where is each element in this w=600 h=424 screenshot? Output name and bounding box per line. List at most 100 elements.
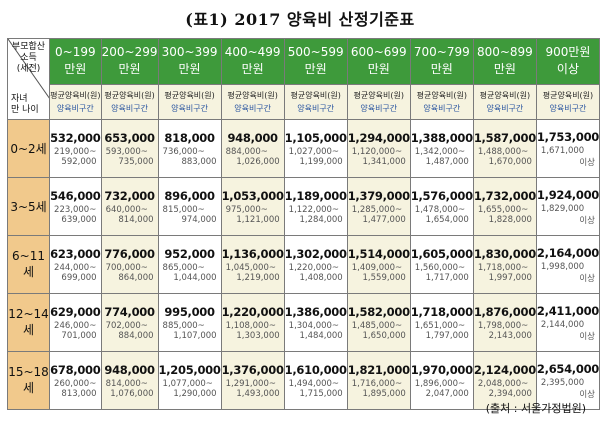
avg-label: 평균양육비(원) <box>542 90 594 100</box>
support-amount-cell: 1,514,000 1,409,000~ 1,559,000 <box>346 235 411 294</box>
range-low: 815,000~ <box>162 204 205 215</box>
range-low: 1,896,000~ <box>414 378 466 389</box>
range-low: 1,045,000~ <box>225 262 276 273</box>
avg-amount: 896,000 <box>164 188 215 203</box>
support-amount-cell: 732,000 640,000~ 814,000 <box>100 177 159 236</box>
range-low: 702,000~ <box>105 320 148 331</box>
subheader-cell: 평균양육비(원) 양육비구간 <box>220 83 285 121</box>
range-high: 1,076,000 <box>110 388 154 399</box>
range-low: 1,671,000 <box>540 145 585 156</box>
range-high: 699,000 <box>61 272 97 283</box>
support-amount-cell: 896,000 815,000~ 974,000 <box>157 177 222 236</box>
range-low: 1,998,000 <box>540 261 585 272</box>
avg-amount: 1,876,000 <box>473 304 536 319</box>
range-low: 1,108,000~ <box>225 320 276 331</box>
range-low: 1,409,000~ <box>351 262 403 273</box>
avg-amount: 1,821,000 <box>347 362 410 377</box>
range-high: 2,394,000 <box>488 388 532 399</box>
avg-amount: 678,000 <box>50 362 101 377</box>
range-low: 884,000~ <box>225 146 268 157</box>
range-high: 이상 <box>579 331 595 342</box>
support-amount-cell: 1,205,000 1,077,000~ 1,290,000 <box>157 351 222 410</box>
range-high: 1,284,000 <box>299 214 343 225</box>
range-label: 양육비구간 <box>111 103 148 113</box>
support-amount-cell: 532,000 219,000~ 592,000 <box>49 119 102 178</box>
avg-amount: 1,582,000 <box>347 304 410 319</box>
support-amount-cell: 1,379,000 1,285,000~ 1,477,000 <box>346 177 411 236</box>
range-low: 1,560,000~ <box>414 262 466 273</box>
range-high: 814,000 <box>118 214 154 225</box>
avg-amount: 2,411,000 <box>536 303 599 318</box>
age-group-cell: 0~2세 <box>6 119 51 178</box>
table-body: 0~2세 532,000 219,000~ 592,000 653,000 593,000… <box>6 119 600 410</box>
range-low: 1,718,000~ <box>477 262 529 273</box>
range-low: 1,027,000~ <box>288 146 340 157</box>
support-amount-cell: 1,105,000 1,027,000~ 1,199,000 <box>283 119 348 178</box>
income-bracket-header: 300~399 만원 <box>157 38 222 85</box>
income-bracket-header: 700~799 만원 <box>409 38 474 85</box>
support-amount-cell: 1,302,000 1,220,000~ 1,408,000 <box>283 235 348 294</box>
range-low: 2,395,000 <box>540 377 585 388</box>
range-low: 640,000~ <box>105 204 148 215</box>
header-row: 부모합산 소득 (세전) 자녀 만 나이 0~199 만원 200~299 만원 3… <box>6 38 600 120</box>
range-high: 639,000 <box>61 214 97 225</box>
subheader-cell: 평균양육비(원) 양육비구간 <box>100 83 159 121</box>
range-low: 1,494,000~ <box>288 378 340 389</box>
corner-age-line: 만 나이 <box>11 105 39 115</box>
avg-amount: 1,388,000 <box>410 130 473 145</box>
range-high: 1,219,000 <box>236 272 280 283</box>
age-group-cell: 12~14세 <box>6 293 51 352</box>
support-amount-cell: 629,000 246,000~ 701,000 <box>49 293 102 352</box>
range-low: 865,000~ <box>162 262 205 273</box>
avg-amount: 1,136,000 <box>221 246 284 261</box>
age-group-cell: 15~18세 <box>6 351 51 410</box>
range-low: 219,000~ <box>54 146 97 157</box>
income-bracket-header: 600~699 만원 <box>346 38 411 85</box>
range-high: 1,290,000 <box>173 388 217 399</box>
avg-amount: 1,576,000 <box>410 188 473 203</box>
range-low: 260,000~ <box>54 378 97 389</box>
avg-amount: 2,164,000 <box>536 245 599 260</box>
support-amount-cell: 1,376,000 1,291,000~ 1,493,000 <box>220 351 285 410</box>
avg-amount: 532,000 <box>50 130 101 145</box>
range-high: 1,493,000 <box>236 388 280 399</box>
avg-amount: 1,830,000 <box>473 246 536 261</box>
support-amount-cell: 2,124,000 2,048,000~ 2,394,000 <box>472 351 537 410</box>
table-row: 6~11세 623,000 244,000~ 699,000 776,000 700,00… <box>6 235 600 294</box>
range-low: 1,342,000~ <box>414 146 466 157</box>
avg-amount: 948,000 <box>104 362 155 377</box>
range-high: 883,000 <box>181 156 217 167</box>
support-amount-cell: 1,970,000 1,896,000~ 2,047,000 <box>409 351 474 410</box>
range-high: 701,000 <box>61 330 97 341</box>
range-label: 양육비구간 <box>234 103 272 113</box>
range-high: 1,559,000 <box>362 272 406 283</box>
avg-amount: 1,220,000 <box>221 304 284 319</box>
range-high: 974,000 <box>181 214 217 225</box>
range-low: 1,120,000~ <box>351 146 403 157</box>
range-low: 244,000~ <box>54 262 97 273</box>
range-high: 2,143,000 <box>488 330 532 341</box>
support-amount-cell: 1,220,000 1,108,000~ 1,303,000 <box>220 293 285 352</box>
diagonal-divider <box>8 39 49 98</box>
range-low: 1,655,000~ <box>477 204 529 215</box>
table-row: 3~5세 546,000 223,000~ 639,000 732,000 640,000… <box>6 177 600 236</box>
corner-income-label: 부모합산 소득 (세전) <box>12 42 45 75</box>
support-amount-cell: 1,830,000 1,718,000~ 1,997,000 <box>472 235 537 294</box>
avg-amount: 1,718,000 <box>410 304 473 319</box>
support-amount-cell: 1,576,000 1,478,000~ 1,654,000 <box>409 177 474 236</box>
avg-label: 평균양육비(원) <box>290 90 341 100</box>
income-bracket-header: 800~899 만원 <box>472 38 537 85</box>
subheader-cell: 평균양육비(원) 양육비구간 <box>409 83 474 121</box>
subheader-cell: 평균양육비(원) 양육비구간 <box>535 83 600 121</box>
avg-amount: 774,000 <box>104 304 155 319</box>
range-low: 1,716,000~ <box>351 378 403 389</box>
avg-amount: 732,000 <box>104 188 155 203</box>
avg-amount: 1,386,000 <box>284 304 347 319</box>
range-low: 593,000~ <box>105 146 148 157</box>
range-low: 1,485,000~ <box>351 320 403 331</box>
range-low: 2,048,000~ <box>477 378 529 389</box>
support-amount-cell: 774,000 702,000~ 884,000 <box>100 293 159 352</box>
range-high: 이상 <box>579 273 595 284</box>
range-low: 885,000~ <box>162 320 205 331</box>
range-low: 814,000~ <box>105 378 148 389</box>
